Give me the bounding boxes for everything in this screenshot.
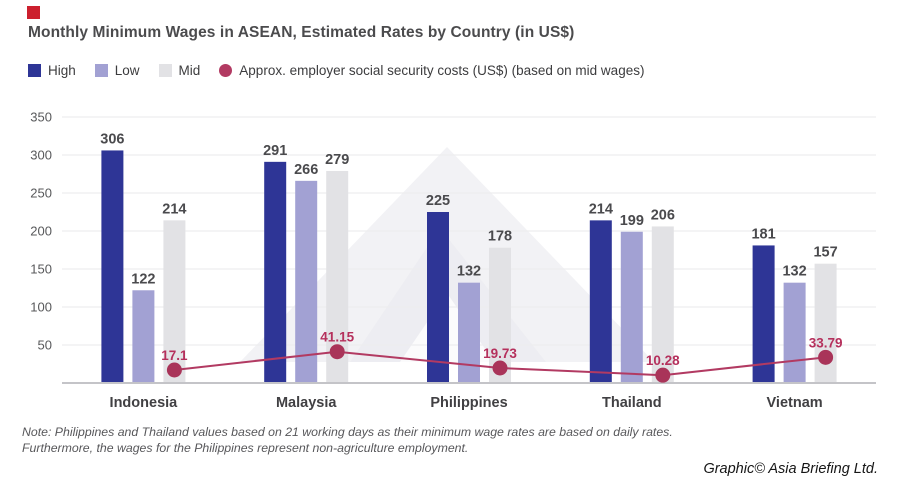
legend-label-mid: Mid <box>178 62 201 78</box>
svg-text:Thailand: Thailand <box>602 395 662 411</box>
legend-label-low: Low <box>114 62 140 78</box>
svg-text:132: 132 <box>457 264 481 280</box>
legend-item-low: Low <box>94 62 140 78</box>
svg-text:Indonesia: Indonesia <box>110 395 179 411</box>
svg-text:279: 279 <box>325 152 349 168</box>
svg-text:199: 199 <box>620 213 644 229</box>
svg-text:100: 100 <box>30 300 52 315</box>
svg-text:306: 306 <box>100 131 124 147</box>
svg-text:17.1: 17.1 <box>161 348 188 363</box>
svg-text:122: 122 <box>131 271 155 287</box>
svg-text:214: 214 <box>162 201 186 217</box>
legend-swatch-low-icon <box>94 63 108 77</box>
legend-swatch-mid-icon <box>158 63 172 77</box>
svg-text:50: 50 <box>38 338 52 353</box>
svg-text:132: 132 <box>782 264 806 280</box>
chart-note-line1: Note: Philippines and Thailand values ba… <box>22 425 673 439</box>
svg-text:150: 150 <box>30 262 52 277</box>
svg-text:157: 157 <box>813 245 837 261</box>
legend-label-high: High <box>48 62 76 78</box>
credit-line: Graphic© Asia Briefing Ltd. <box>703 461 878 477</box>
chart-legend: High Low Mid Approx. employer social sec… <box>28 62 644 78</box>
svg-text:Malaysia: Malaysia <box>276 395 337 411</box>
chart-note: Note: Philippines and Thailand values ba… <box>22 424 673 456</box>
brand-mark-square <box>27 6 40 19</box>
legend-dot-icon <box>219 63 233 77</box>
svg-text:250: 250 <box>30 186 52 201</box>
svg-text:178: 178 <box>488 229 512 245</box>
legend-label-social-security: Approx. employer social security costs (… <box>239 62 645 78</box>
svg-text:266: 266 <box>294 162 318 178</box>
svg-text:206: 206 <box>651 207 675 223</box>
svg-text:10.28: 10.28 <box>646 353 680 368</box>
svg-text:19.73: 19.73 <box>483 346 517 361</box>
svg-text:200: 200 <box>30 224 52 239</box>
legend-swatch-high-icon <box>28 63 41 77</box>
chart-note-line2: Furthermore, the wages for the Philippin… <box>22 441 469 455</box>
svg-text:33.79: 33.79 <box>809 335 843 350</box>
svg-text:300: 300 <box>30 148 52 163</box>
legend-item-mid: Mid <box>158 62 201 78</box>
wage-bar-chart: 50 100 150 200 250 300 350 306 291 225 214 181 122 26… <box>30 110 876 411</box>
page-title: Monthly Minimum Wages in ASEAN, Estimate… <box>28 24 575 41</box>
svg-text:41.15: 41.15 <box>320 330 354 345</box>
svg-text:291: 291 <box>263 143 287 159</box>
svg-text:214: 214 <box>589 201 613 217</box>
svg-text:Vietnam: Vietnam <box>767 395 823 411</box>
svg-text:225: 225 <box>426 193 450 209</box>
svg-text:Philippines: Philippines <box>430 395 507 411</box>
svg-text:350: 350 <box>30 110 52 125</box>
legend-item-high: High <box>28 63 76 78</box>
legend-item-social-security: Approx. employer social security costs (… <box>219 63 644 78</box>
svg-text:181: 181 <box>751 226 775 242</box>
